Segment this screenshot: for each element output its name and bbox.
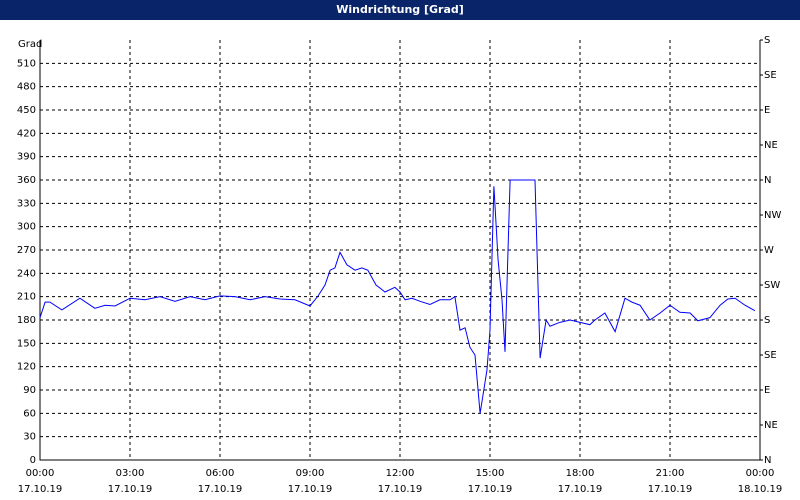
x-tick-date: 17.10.19 [108, 484, 153, 495]
y2-tick-label: E [764, 105, 770, 116]
x-tick-date: 17.10.19 [198, 484, 243, 495]
y2-tick-label: W [764, 245, 774, 256]
y2-tick-label: S [764, 315, 770, 326]
x-tick-label: 00:00 [746, 468, 775, 479]
x-tick-label: 09:00 [296, 468, 325, 479]
y-tick-label: 60 [23, 408, 36, 419]
y-tick-label: 0 [30, 455, 36, 466]
x-tick-date: 17.10.19 [378, 484, 423, 495]
title-bar [0, 0, 800, 20]
y2-tick-label: E [764, 385, 770, 396]
y-tick-label: 480 [17, 82, 36, 93]
x-tick-date: 17.10.19 [468, 484, 513, 495]
y-tick-label: 420 [17, 128, 36, 139]
y-tick-label: 240 [17, 268, 36, 279]
x-tick-date: 17.10.19 [648, 484, 693, 495]
x-tick-label: 18:00 [566, 468, 595, 479]
y-axis-label: Grad [18, 39, 42, 50]
y2-tick-label: NW [764, 210, 781, 221]
x-tick-label: 15:00 [476, 468, 505, 479]
y-tick-label: 30 [23, 432, 36, 443]
y-tick-label: 360 [17, 175, 36, 186]
y2-tick-label: SE [764, 350, 777, 361]
y-tick-label: 390 [17, 152, 36, 163]
y-tick-label: 180 [17, 315, 36, 326]
y-tick-label: 300 [17, 222, 36, 233]
x-tick-label: 06:00 [206, 468, 235, 479]
x-tick-date: 17.10.19 [18, 484, 63, 495]
y-tick-label: 210 [17, 292, 36, 303]
y2-tick-label: NE [764, 420, 778, 431]
y-tick-label: 270 [17, 245, 36, 256]
plot-frame [39, 40, 761, 461]
y-tick-label: 150 [17, 338, 36, 349]
x-tick-label: 12:00 [386, 468, 415, 479]
y-tick-label: 510 [17, 58, 36, 69]
y-tick-label: 330 [17, 198, 36, 209]
y-tick-label: 450 [17, 105, 36, 116]
y2-tick-label: S [764, 35, 770, 46]
y2-tick-label: N [764, 455, 771, 466]
x-tick-label: 03:00 [116, 468, 145, 479]
y2-tick-label: N [764, 175, 771, 186]
x-tick-label: 00:00 [26, 468, 55, 479]
y-tick-label: 120 [17, 362, 36, 373]
x-tick-date: 17.10.19 [288, 484, 333, 495]
x-tick-label: 21:00 [656, 468, 685, 479]
y-tick-label: 90 [23, 385, 36, 396]
x-tick-date: 18.10.19 [738, 484, 783, 495]
data-line [39, 179, 756, 414]
y2-tick-label: SE [764, 70, 777, 81]
x-tick-date: 17.10.19 [558, 484, 603, 495]
chart-title: Windrichtung [Grad] [336, 3, 464, 16]
y2-tick-label: NE [764, 140, 778, 151]
y2-tick-label: SW [764, 280, 780, 291]
